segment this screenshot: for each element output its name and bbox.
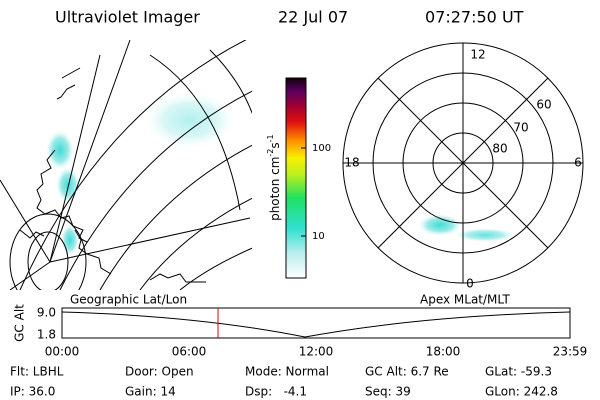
x-tick-label: 18:00 xyxy=(426,345,461,359)
status-field: GLat: -59.3 xyxy=(485,365,552,379)
status-field: GLon: 242.8 xyxy=(485,385,558,399)
status-panel: Flt: LBHL Door: Open Mode: Normal GC Alt: 6… xyxy=(10,365,558,399)
status-field: Door: Open xyxy=(125,365,194,379)
colorbar-label-part: -1 xyxy=(266,134,275,142)
altitude-curve xyxy=(61,311,571,338)
geographic-map xyxy=(0,40,252,290)
status-field: Dsp: -4.1 xyxy=(245,385,307,399)
x-tick-label: 00:00 xyxy=(45,345,80,359)
altitude-plot-frame xyxy=(61,307,571,339)
x-tick-label: 23:59 xyxy=(553,345,588,359)
colorbar-label-part: -2 xyxy=(266,149,275,157)
status-field: Mode: Normal xyxy=(245,365,329,379)
date: 22 Jul 07 xyxy=(278,8,348,27)
x-tick-label: 12:00 xyxy=(299,345,334,359)
y-tick-label: 1.8 xyxy=(37,328,56,342)
instrument-name: Ultraviolet Imager xyxy=(55,8,200,27)
status-field: Flt: LBHL xyxy=(10,365,64,379)
status-field: Gain: 14 xyxy=(125,385,176,399)
mlt-label: 12 xyxy=(470,48,485,62)
y-tick-label: 9.0 xyxy=(37,306,56,320)
colorbar-label-part: photon cm xyxy=(268,157,282,221)
latitude-label: 70 xyxy=(513,121,528,135)
y-axis-label: GC Alt xyxy=(13,304,27,342)
mlt-label: 0 xyxy=(466,277,474,291)
colorbar-label-part: s xyxy=(268,142,282,148)
status-field: GC Alt: 6.7 Re xyxy=(365,365,449,379)
colorbar-label: photon cm-2s-1 xyxy=(263,123,282,240)
status-field: Seq: 39 xyxy=(365,385,411,399)
mlt-label: 6 xyxy=(574,156,582,170)
polar-plot xyxy=(342,42,584,284)
colorbar-tick-label: 100 xyxy=(312,143,331,154)
latitude-label: 60 xyxy=(536,98,551,112)
left-label: Geographic Lat/Lon xyxy=(70,293,187,307)
colorbar-tick-label: 10 xyxy=(312,231,325,242)
mlt-label: 18 xyxy=(344,156,359,170)
status-field: IP: 36.0 xyxy=(10,385,55,399)
x-tick-label: 06:00 xyxy=(172,345,207,359)
right-label: Apex MLat/MLT xyxy=(420,293,510,307)
time: 07:27:50 UT xyxy=(425,8,524,27)
color-bar xyxy=(285,77,307,279)
latitude-label: 80 xyxy=(492,142,507,156)
